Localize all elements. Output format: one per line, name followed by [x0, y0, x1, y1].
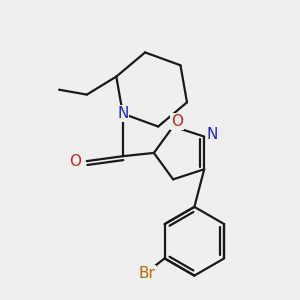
Text: N: N [207, 128, 218, 142]
Text: N: N [117, 106, 128, 121]
Text: O: O [171, 114, 183, 129]
Text: O: O [69, 154, 81, 169]
Text: Br: Br [138, 266, 155, 280]
